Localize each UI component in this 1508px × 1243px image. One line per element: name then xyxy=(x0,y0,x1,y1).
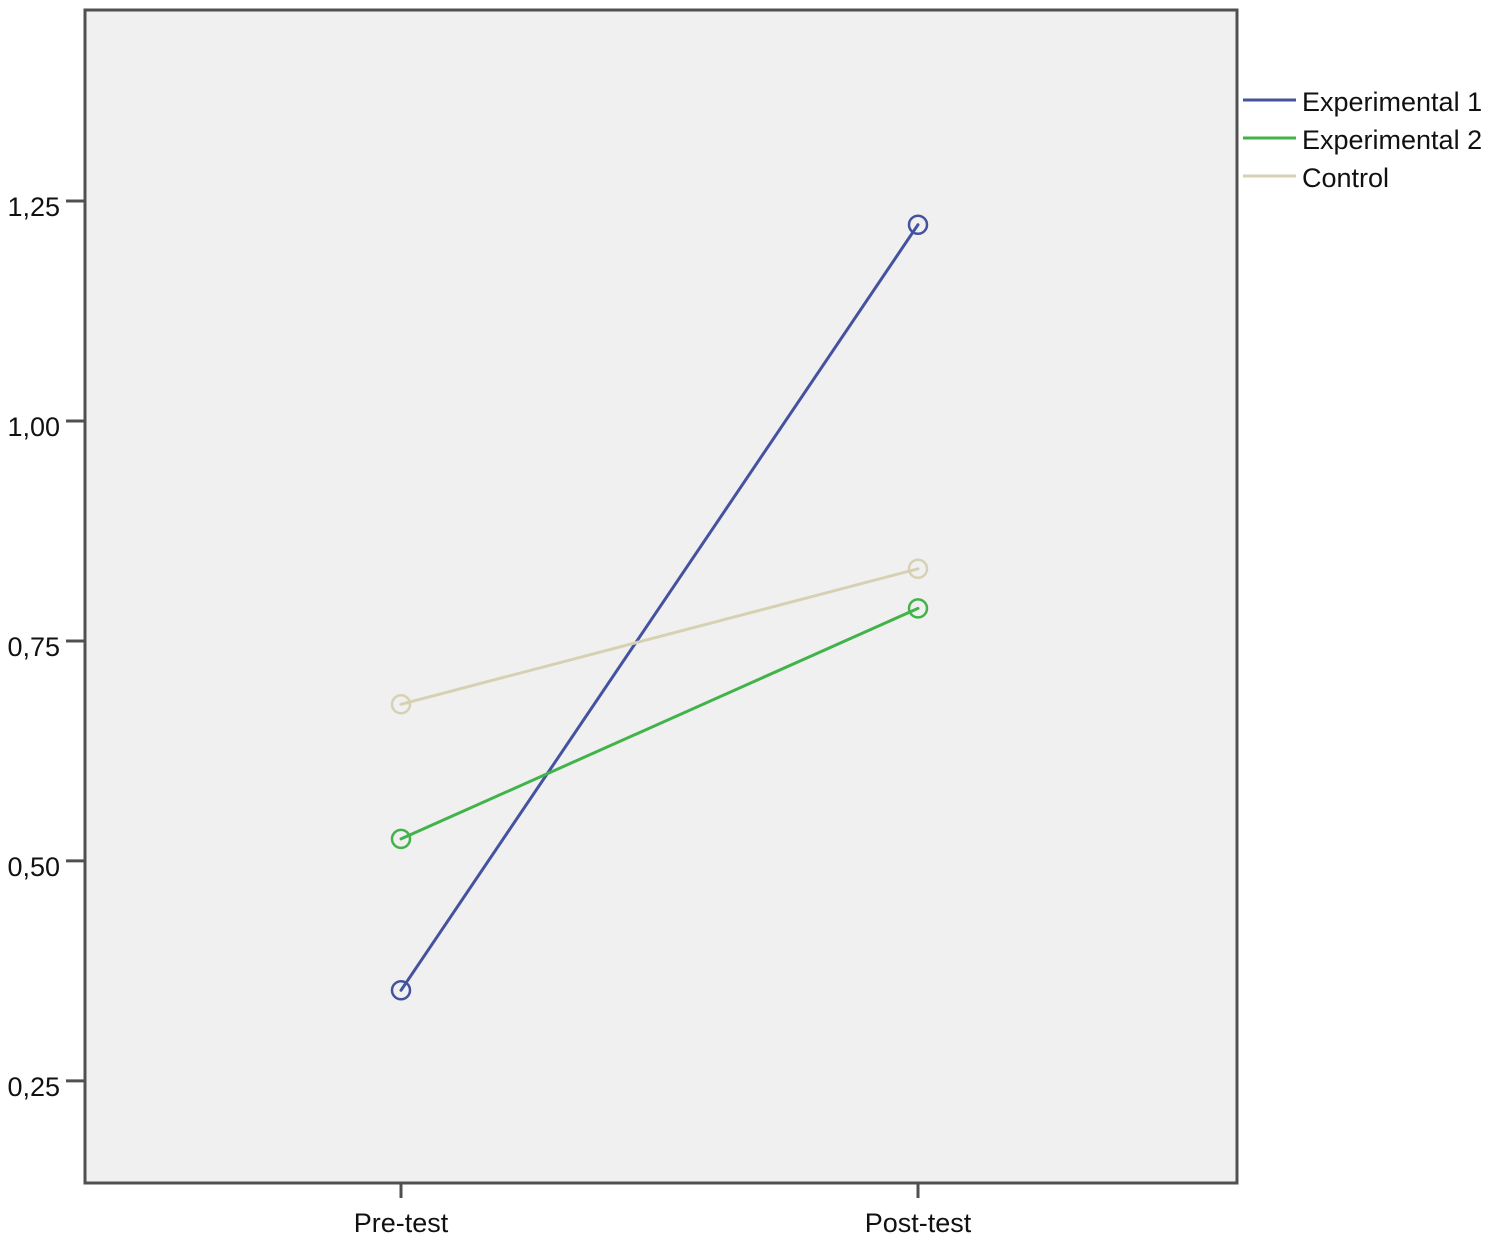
legend: Experimental 1 Experimental 2 Control xyxy=(1243,87,1482,193)
series-line xyxy=(399,223,920,992)
legend-item: Control xyxy=(1243,163,1389,193)
x-tick-label: Post-test xyxy=(865,1208,972,1238)
data-point-marker xyxy=(390,694,412,715)
data-point-marker xyxy=(390,980,412,1001)
legend-label: Control xyxy=(1302,163,1389,193)
y-tick-label: 0,75 xyxy=(7,632,60,662)
series-3 xyxy=(390,558,929,715)
y-axis: 0,25 0,50 0,75 1,00 1,25 xyxy=(7,192,85,1102)
data-point-marker xyxy=(907,214,929,235)
plot-area xyxy=(83,8,1239,1185)
x-tick-label: Pre-test xyxy=(354,1208,449,1238)
plot-background xyxy=(83,8,1239,1185)
y-tick-label: 0,25 xyxy=(7,1072,60,1102)
x-axis: Pre-test Post-test xyxy=(354,1183,972,1238)
data-point-marker xyxy=(907,558,929,580)
legend-item: Experimental 2 xyxy=(1243,125,1482,155)
series-2 xyxy=(390,598,929,850)
series-1 xyxy=(390,214,929,1001)
series-line xyxy=(399,606,920,841)
data-point-marker xyxy=(907,598,929,619)
series-line xyxy=(399,567,920,706)
data-point-marker xyxy=(390,828,412,850)
y-tick-label: 1,00 xyxy=(7,412,60,442)
legend-item: Experimental 1 xyxy=(1243,87,1482,117)
y-tick-label: 0,50 xyxy=(7,852,60,882)
legend-label: Experimental 2 xyxy=(1302,125,1482,155)
legend-label: Experimental 1 xyxy=(1302,87,1482,117)
y-tick-label: 1,25 xyxy=(7,192,60,222)
